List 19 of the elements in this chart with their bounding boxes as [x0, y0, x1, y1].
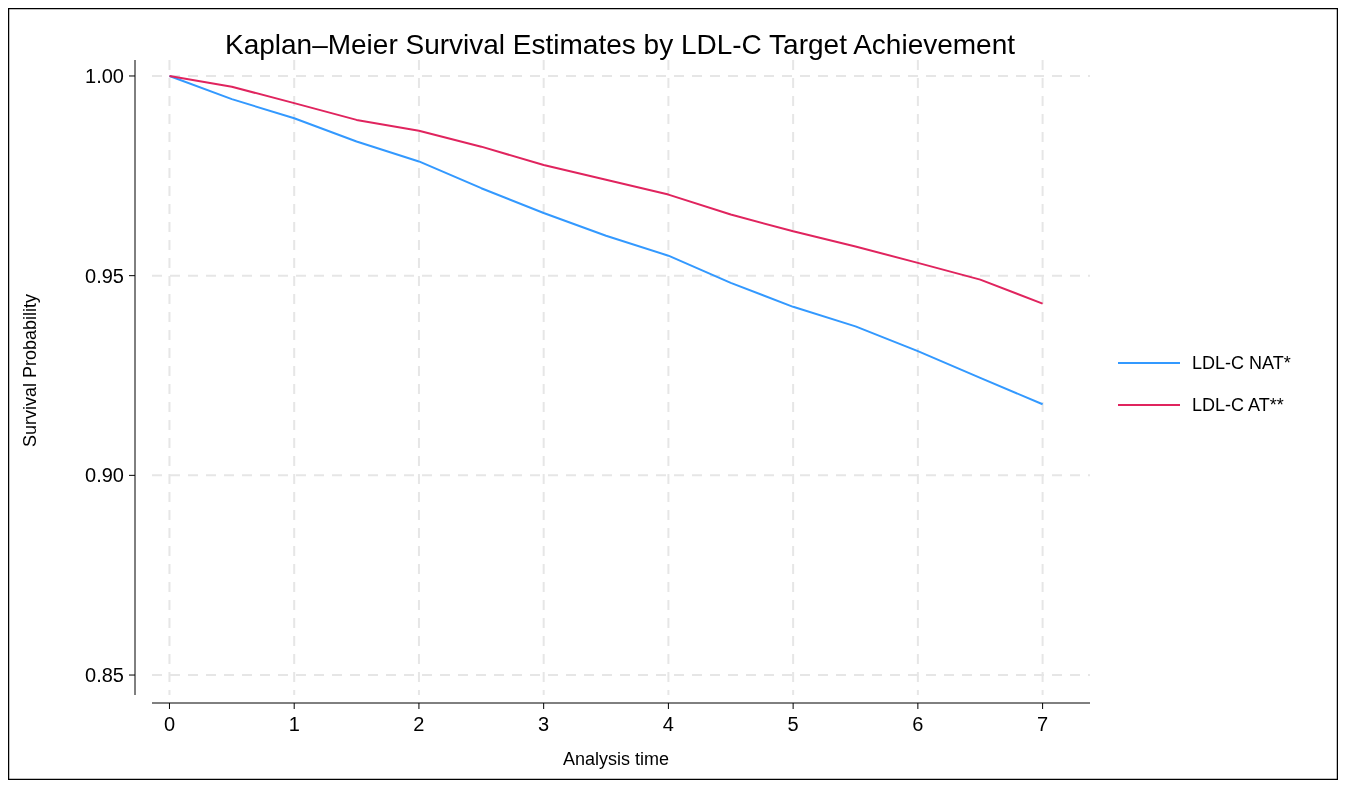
chart-title: Kaplan–Meier Survival Estimates by LDL-C Target Achievement: [224, 29, 1016, 60]
x-axis-title: Analysis time: [562, 749, 670, 769]
legend-label: LDL-C NAT*: [1192, 353, 1291, 374]
y-axis-title: Survival Probability: [20, 293, 40, 448]
x-tick-label: 7: [1037, 713, 1049, 735]
x-tick-label: 4: [662, 713, 674, 735]
x-tick-label: 2: [413, 713, 425, 735]
x-tick-label: 3: [538, 713, 550, 735]
x-tick-label: 1: [288, 713, 300, 735]
x-tick-label: 6: [912, 713, 924, 735]
legend-label: LDL-C AT**: [1192, 395, 1284, 416]
y-tick-label: 0.90: [85, 464, 124, 487]
y-tick-label: 0.95: [85, 264, 124, 287]
x-tick-label: 0: [163, 713, 176, 735]
line-series: [168, 74, 1044, 305]
line-series: [168, 74, 1044, 406]
y-tick-label: 1.00: [85, 64, 124, 87]
y-tick-label: 0.85: [85, 664, 124, 687]
x-tick-label: 5: [787, 713, 799, 735]
